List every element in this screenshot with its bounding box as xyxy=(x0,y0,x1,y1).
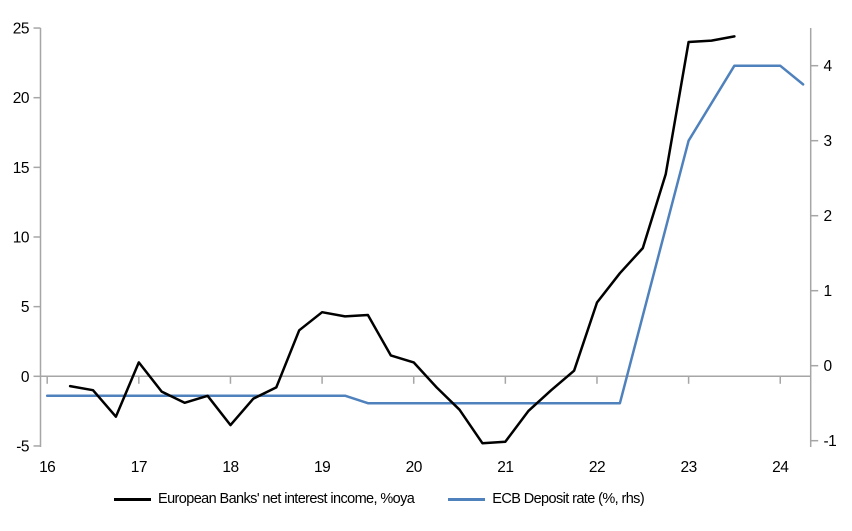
x-axis-tick-label: 22 xyxy=(589,459,605,476)
y-axis-left-tick-label: 5 xyxy=(21,299,29,316)
legend-label-ecb-deposit-rate: ECB Deposit rate (%, rhs) xyxy=(492,491,645,507)
x-axis-tick-label: 16 xyxy=(39,459,55,476)
y-axis-right-tick-label: 2 xyxy=(824,208,832,225)
y-axis-right-tick-label: 1 xyxy=(824,283,832,300)
legend-item-net-interest-income: European Banks' net interest income, %oy… xyxy=(114,491,415,507)
x-axis-tick-label: 18 xyxy=(222,459,238,476)
y-axis-right-tick-label: 3 xyxy=(824,133,832,150)
y-axis-left-tick-label: 10 xyxy=(13,230,30,247)
x-axis-tick-label: 21 xyxy=(497,459,513,476)
y-axis-left-tick-label: 15 xyxy=(13,160,29,177)
y-axis-right-tick-label: 4 xyxy=(824,58,833,75)
y-axis-left-tick-label: 25 xyxy=(13,21,29,38)
x-axis-tick-label: 23 xyxy=(680,459,696,476)
legend-item-ecb-deposit-rate: ECB Deposit rate (%, rhs) xyxy=(448,491,645,507)
legend: European Banks' net interest income, %oy… xyxy=(114,491,645,507)
x-axis-tick-label: 20 xyxy=(406,459,423,476)
series-line-1 xyxy=(45,64,805,405)
x-axis-tick-label: 17 xyxy=(131,459,147,476)
y-axis-left-tick-label: -5 xyxy=(16,438,29,455)
x-axis-tick-label: 19 xyxy=(314,459,330,476)
x-axis-tick-label: 24 xyxy=(772,459,789,476)
y-axis-right-tick-label: 0 xyxy=(824,358,833,375)
y-axis-right-tick-label: -1 xyxy=(824,433,837,450)
legend-line-swatch-blue xyxy=(448,497,486,501)
legend-label-net-interest-income: European Banks' net interest income, %oy… xyxy=(158,491,415,507)
legend-line-swatch-black xyxy=(114,497,151,501)
y-axis-left-tick-label: 20 xyxy=(13,90,30,107)
y-axis-left-tick-label: 0 xyxy=(21,369,30,386)
series-line-0 xyxy=(68,35,736,445)
